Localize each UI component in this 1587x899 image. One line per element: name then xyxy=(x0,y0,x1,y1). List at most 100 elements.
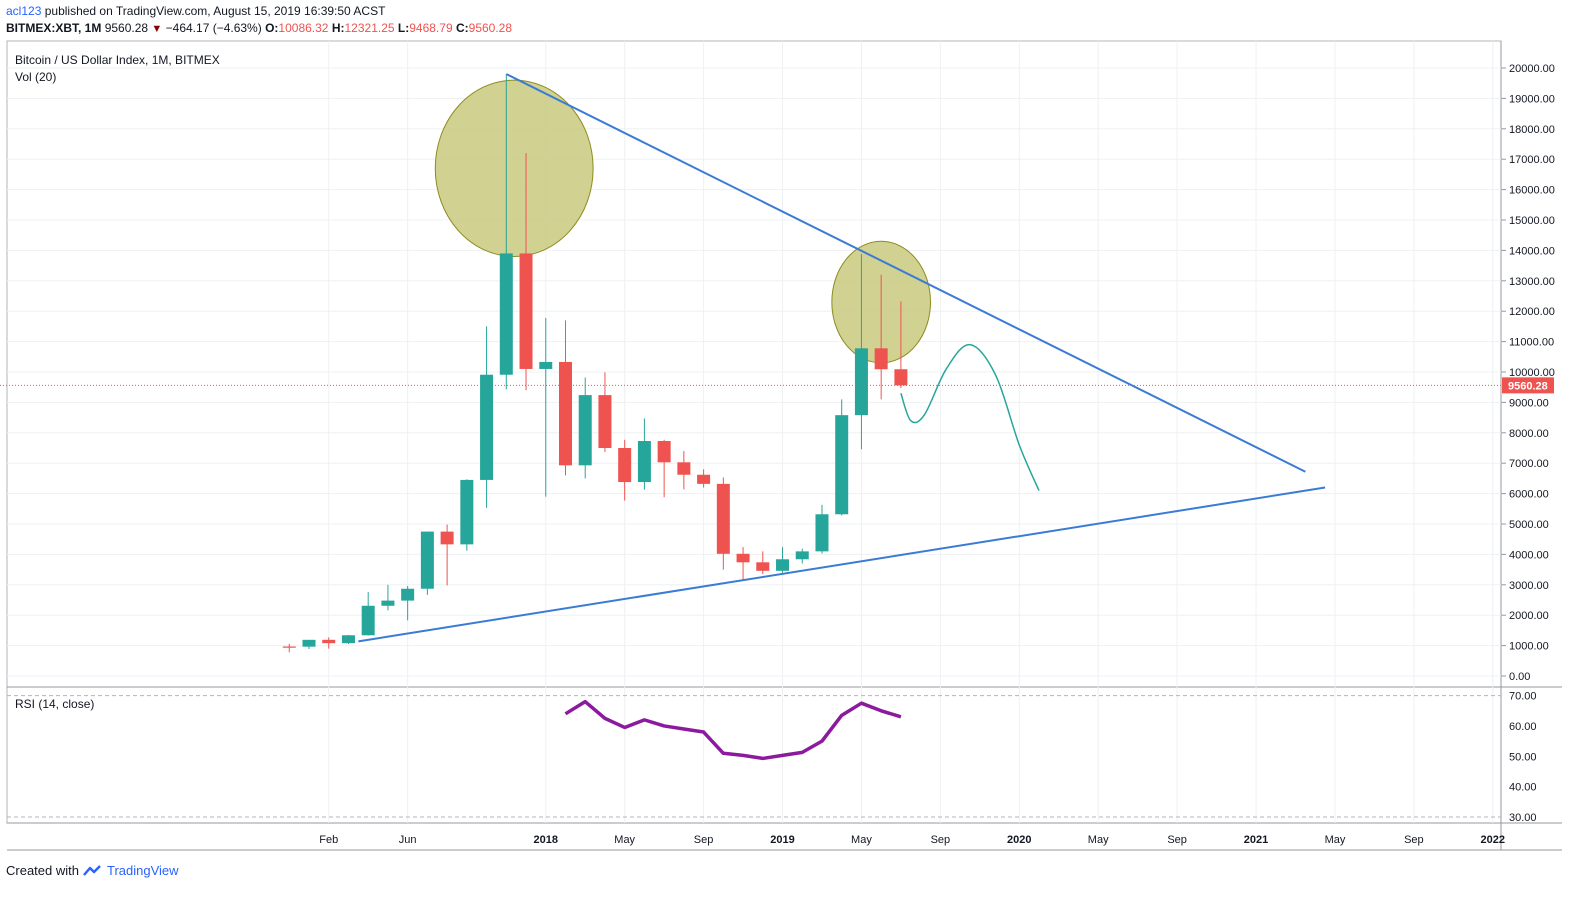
publish-info: acl123 published on TradingView.com, Aug… xyxy=(6,4,385,18)
candle-body xyxy=(598,395,612,448)
rsi-legend: RSI (14, close) xyxy=(15,697,94,711)
tradingview-logo-icon xyxy=(83,864,101,876)
author-link[interactable]: acl123 xyxy=(6,4,42,18)
candle-body xyxy=(480,374,494,480)
candle-body xyxy=(677,462,691,475)
candle-body xyxy=(322,639,336,644)
candle-body xyxy=(499,253,513,375)
candle-body xyxy=(460,479,474,545)
time-tick-label: May xyxy=(1325,834,1346,846)
price-tick-label: 3000.00 xyxy=(1509,580,1549,592)
candle-body xyxy=(282,646,296,648)
projection-curve[interactable] xyxy=(900,343,1040,491)
candle-body xyxy=(795,551,809,560)
time-tick-label: May xyxy=(614,834,635,846)
candles xyxy=(282,74,908,653)
price-tick-label: 17000.00 xyxy=(1509,154,1555,166)
trendlines[interactable] xyxy=(358,73,1326,643)
time-tick-label: 2018 xyxy=(534,834,558,846)
rsi-tick-label: 70.00 xyxy=(1509,691,1537,703)
rsi-axis[interactable]: 30.00 40.00 50.00 60.00 70.00 xyxy=(1509,691,1537,824)
candle-body xyxy=(697,474,711,484)
candle-body xyxy=(401,588,415,601)
candle-body xyxy=(578,395,592,466)
rsi-tick-label: 60.00 xyxy=(1509,721,1537,733)
price-tick-label: 0.00 xyxy=(1509,671,1530,683)
time-axis[interactable]: Feb Jun 2018 May Sep 2019 May Sep 2020 May Sep 2021… xyxy=(319,834,1505,846)
time-tick-label: 2019 xyxy=(770,834,794,846)
price-tick-label: 6000.00 xyxy=(1509,489,1549,501)
open-label: O: xyxy=(265,21,279,35)
footer: Created with TradingView xyxy=(6,863,179,878)
series-legend: Bitcoin / US Dollar Index, 1M, BITMEX xyxy=(15,53,220,67)
rsi-series xyxy=(564,699,902,761)
candle-body xyxy=(618,448,632,483)
candle-body xyxy=(776,559,790,571)
price-tick-label: 16000.00 xyxy=(1509,185,1555,197)
candle-body xyxy=(539,361,553,369)
candle-body xyxy=(835,415,849,515)
created-with-text: Created with xyxy=(6,863,79,878)
ohlc-bar: BITMEX:XBT, 1M 9560.28 ▼ −464.17 (−4.63%… xyxy=(6,21,512,35)
price-tick-label: 2000.00 xyxy=(1509,610,1549,622)
candle-body xyxy=(756,562,770,571)
time-tick-label: May xyxy=(851,834,872,846)
candle-body xyxy=(657,441,671,463)
time-tick-label: Sep xyxy=(1167,834,1187,846)
price-tick-label: 18000.00 xyxy=(1509,124,1555,136)
price-tick-label: 14000.00 xyxy=(1509,245,1555,257)
price-tick-label: 8000.00 xyxy=(1509,428,1549,440)
time-tick-label: Feb xyxy=(319,834,338,846)
tradingview-brand-link[interactable]: TradingView xyxy=(106,863,179,878)
price-tick-label: 10000.00 xyxy=(1509,367,1555,379)
price-axis[interactable]: 0.00 1000.00 2000.00 3000.00 4000.00 5000.00 6… xyxy=(0,63,1555,683)
rsi-tick-label: 30.00 xyxy=(1509,812,1537,824)
candle-body xyxy=(736,553,750,563)
candle-body xyxy=(440,531,454,545)
publish-text: published on TradingView.com, August 15,… xyxy=(44,4,386,18)
price-tick-label: 15000.00 xyxy=(1509,215,1555,227)
close-label: C: xyxy=(455,21,469,35)
down-arrow-icon: ▼ xyxy=(151,23,163,35)
candle-body xyxy=(637,441,651,483)
candle-body xyxy=(854,348,868,416)
price-tick-label: 1000.00 xyxy=(1509,641,1549,653)
price-tick-label: 5000.00 xyxy=(1509,519,1549,531)
volume-legend: Vol (20) xyxy=(15,70,56,84)
highlight-ellipse-1[interactable] xyxy=(434,79,594,257)
rsi-tick-label: 40.00 xyxy=(1509,782,1537,794)
price-tick-label: 9000.00 xyxy=(1509,397,1549,409)
candle-body xyxy=(716,483,730,554)
trendline-resistance[interactable] xyxy=(505,73,1306,473)
candle-body xyxy=(341,635,355,644)
trendline-support[interactable] xyxy=(358,486,1326,643)
last-price: 9560.28 xyxy=(104,21,149,35)
candle-body xyxy=(815,514,829,552)
time-tick-label: Sep xyxy=(931,834,951,846)
high-value: 12321.25 xyxy=(344,21,395,35)
candle-body xyxy=(361,605,375,636)
low-value: 9468.79 xyxy=(409,21,453,35)
time-tick-label: 2022 xyxy=(1481,834,1505,846)
price-change: −464.17 (−4.63%) xyxy=(165,21,262,35)
price-tick-label: 12000.00 xyxy=(1509,306,1555,318)
time-tick-label: Jun xyxy=(399,834,417,846)
price-tick-label: 4000.00 xyxy=(1509,549,1549,561)
time-tick-label: May xyxy=(1088,834,1109,846)
candle-body xyxy=(894,369,908,386)
time-tick-label: Sep xyxy=(1404,834,1424,846)
candle-body xyxy=(519,253,533,369)
close-value: 9560.28 xyxy=(468,21,513,35)
symbol-label: BITMEX:XBT, 1M xyxy=(6,21,102,35)
rsi-line xyxy=(564,699,902,761)
time-tick-label: 2020 xyxy=(1007,834,1031,846)
last-price-badge xyxy=(1502,377,1554,394)
price-tick-label: 11000.00 xyxy=(1509,337,1554,349)
price-tick-label: 19000.00 xyxy=(1509,93,1555,105)
candle-body xyxy=(420,531,434,589)
candle-body xyxy=(874,348,888,370)
chart-border xyxy=(6,40,1502,824)
open-value: 10086.32 xyxy=(278,21,329,35)
rsi-tick-label: 50.00 xyxy=(1509,751,1537,763)
